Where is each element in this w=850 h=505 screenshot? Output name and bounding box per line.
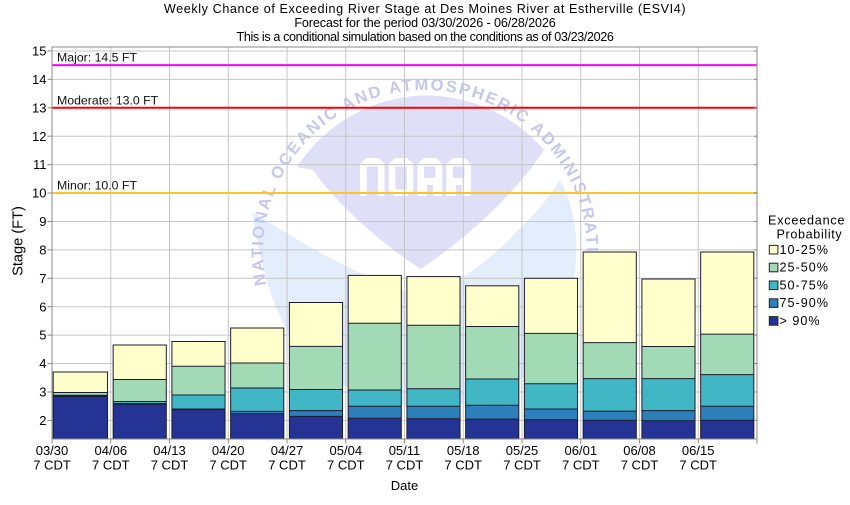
svg-text:7 CDT: 7 CDT xyxy=(151,458,189,473)
svg-text:Minor: 10.0 FT: Minor: 10.0 FT xyxy=(57,179,137,193)
svg-text:Weekly Chance of Exceeding Riv: Weekly Chance of Exceeding River Stage a… xyxy=(164,2,686,16)
svg-text:04/20: 04/20 xyxy=(212,443,245,458)
svg-text:13: 13 xyxy=(32,100,46,115)
svg-text:Moderate: 13.0 FT: Moderate: 13.0 FT xyxy=(57,93,159,107)
svg-text:05/04: 05/04 xyxy=(330,443,363,458)
svg-text:10-25%: 10-25% xyxy=(780,243,829,257)
svg-text:6: 6 xyxy=(39,299,46,314)
svg-text:15: 15 xyxy=(32,44,46,59)
svg-text:06/01: 06/01 xyxy=(565,443,598,458)
svg-text:75-90%: 75-90% xyxy=(780,296,829,310)
svg-text:Probability: Probability xyxy=(777,228,843,242)
svg-text:7 CDT: 7 CDT xyxy=(33,458,71,473)
svg-text:3: 3 xyxy=(39,385,46,400)
svg-text:25-50%: 25-50% xyxy=(780,261,829,275)
svg-text:Exceedance: Exceedance xyxy=(768,214,845,228)
svg-text:05/11: 05/11 xyxy=(389,443,421,458)
svg-text:04/27: 04/27 xyxy=(271,443,304,458)
svg-text:05/25: 05/25 xyxy=(506,443,539,458)
svg-text:This is a conditional simulati: This is a conditional simulation based o… xyxy=(237,30,614,44)
svg-text:7 CDT: 7 CDT xyxy=(327,458,365,473)
svg-text:03/30: 03/30 xyxy=(36,443,69,458)
svg-text:7 CDT: 7 CDT xyxy=(562,458,600,473)
svg-text:Stage (FT): Stage (FT) xyxy=(10,206,26,276)
svg-text:Forecast for the period 03/30/: Forecast for the period 03/30/2026 - 06/… xyxy=(294,16,555,30)
svg-text:8: 8 xyxy=(39,243,46,258)
svg-text:11: 11 xyxy=(33,157,47,172)
svg-text:04/06: 04/06 xyxy=(95,443,128,458)
svg-text:7 CDT: 7 CDT xyxy=(621,458,659,473)
svg-text:7 CDT: 7 CDT xyxy=(92,458,130,473)
svg-text:7: 7 xyxy=(39,271,46,286)
svg-text:9: 9 xyxy=(39,214,46,229)
svg-text:14: 14 xyxy=(32,72,46,87)
svg-text:7 CDT: 7 CDT xyxy=(503,458,541,473)
svg-text:06/08: 06/08 xyxy=(623,443,656,458)
svg-text:7 CDT: 7 CDT xyxy=(268,458,306,473)
svg-text:05/18: 05/18 xyxy=(447,443,480,458)
svg-text:> 90%: > 90% xyxy=(780,314,821,328)
svg-text:2: 2 xyxy=(39,413,46,428)
svg-text:Major: 14.5 FT: Major: 14.5 FT xyxy=(57,51,137,65)
svg-text:4: 4 xyxy=(39,356,46,371)
svg-text:06/15: 06/15 xyxy=(682,443,715,458)
svg-text:7 CDT: 7 CDT xyxy=(209,458,247,473)
svg-text:Date: Date xyxy=(391,478,418,493)
svg-text:5: 5 xyxy=(39,328,46,343)
svg-text:50-75%: 50-75% xyxy=(780,278,829,292)
svg-text:7 CDT: 7 CDT xyxy=(679,458,717,473)
svg-text:10: 10 xyxy=(32,186,46,201)
svg-text:04/13: 04/13 xyxy=(153,443,186,458)
svg-text:7 CDT: 7 CDT xyxy=(386,458,424,473)
svg-text:12: 12 xyxy=(32,129,46,144)
svg-text:7 CDT: 7 CDT xyxy=(444,458,482,473)
